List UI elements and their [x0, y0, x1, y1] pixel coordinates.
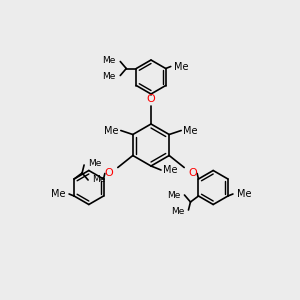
Text: O: O — [104, 169, 113, 178]
Text: Me: Me — [174, 61, 188, 71]
Text: Me: Me — [171, 208, 184, 217]
Text: Me: Me — [163, 165, 178, 175]
Text: Me: Me — [237, 189, 251, 199]
Text: Me: Me — [51, 189, 65, 199]
Text: Me: Me — [102, 72, 115, 81]
Text: Me: Me — [183, 125, 198, 136]
Text: Me: Me — [104, 125, 119, 136]
Text: Me: Me — [88, 158, 101, 167]
Text: O: O — [147, 94, 155, 104]
Text: O: O — [189, 169, 198, 178]
Text: Me: Me — [102, 56, 115, 65]
Text: Me: Me — [92, 176, 106, 184]
Text: Me: Me — [167, 190, 181, 200]
